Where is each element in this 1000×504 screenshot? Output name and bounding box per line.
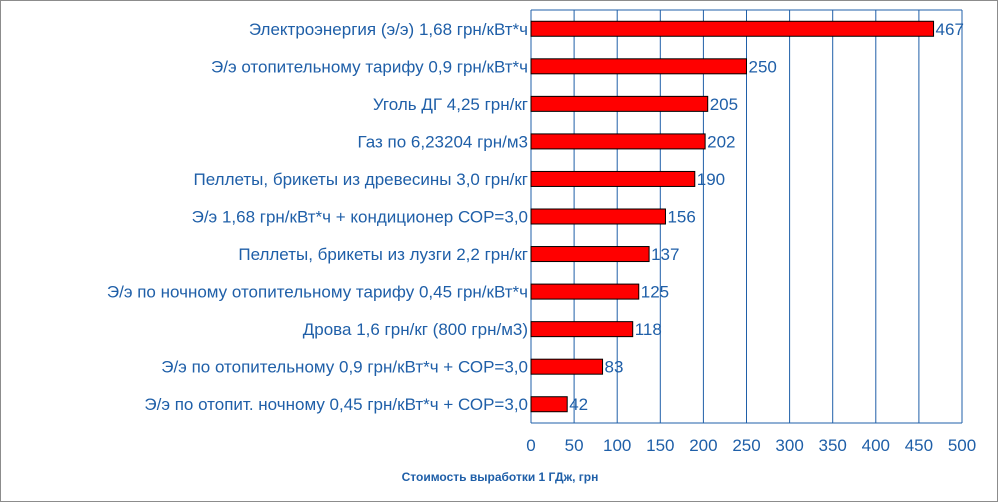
category-label: Э/э по ночному отопительному тарифу 0,45… (107, 283, 528, 302)
bar (530, 20, 935, 37)
x-tick-label: 100 (603, 436, 631, 455)
category-label: Э/э 1,68 грн/кВт*ч + кондиционер СОР=3,0 (192, 208, 528, 227)
category-label: Э/э отопительному тарифу 0,9 грн/кВт*ч (211, 57, 528, 76)
x-tick-label: 400 (862, 436, 890, 455)
value-label: 156 (667, 208, 695, 227)
category-label: Уголь ДГ 4,25 грн/кг (373, 95, 528, 114)
bar (530, 133, 706, 150)
value-label: 190 (697, 170, 725, 189)
bar (530, 95, 709, 112)
value-label: 250 (749, 57, 777, 76)
x-tick-label: 200 (689, 436, 717, 455)
value-label: 467 (936, 20, 964, 39)
category-label: Пеллеты, брикеты из древесины 3,0 грн/кг (194, 170, 528, 189)
value-label: 42 (569, 395, 588, 414)
x-tick-label: 150 (646, 436, 674, 455)
x-tick-label: 500 (948, 436, 976, 455)
x-tick-label: 0 (526, 436, 535, 455)
category-label: Э/э по отопительному 0,9 грн/кВт*ч + СОР… (161, 358, 528, 377)
bar (530, 58, 747, 75)
x-tick-label: 450 (905, 436, 933, 455)
value-label: 137 (651, 245, 679, 264)
value-label: 83 (605, 358, 624, 377)
x-tick-label: 50 (565, 436, 584, 455)
bar (530, 321, 634, 338)
x-axis-title: Стоимость выработки 1 ГДж, грн (402, 470, 599, 484)
bar (530, 208, 666, 225)
bar (530, 396, 568, 413)
category-label: Дрова 1,6 грн/кг (800 грн/м3) (303, 320, 528, 339)
category-label: Пеллеты, брикеты из лузги 2,2 грн/кг (238, 245, 528, 264)
bar (530, 283, 640, 300)
grid-lines (530, 9, 963, 424)
category-label: Газ по 6,23204 грн/м3 (358, 132, 529, 151)
value-label: 118 (635, 320, 662, 339)
value-label: 125 (641, 283, 669, 302)
x-tick-label: 350 (819, 436, 847, 455)
bar (530, 246, 650, 263)
value-label: 202 (707, 132, 735, 151)
bar (530, 358, 604, 375)
x-tick-label: 300 (775, 436, 803, 455)
value-label: 205 (710, 95, 738, 114)
category-label: Э/э по отопит. ночному 0,45 грн/кВт*ч + … (144, 395, 528, 414)
bar (530, 170, 696, 187)
bars (530, 20, 935, 413)
category-label: Электроэнергия (э/э) 1,68 грн/кВт*ч (249, 20, 528, 39)
x-tick-label: 250 (732, 436, 760, 455)
category-labels: Электроэнергия (э/э) 1,68 грн/кВт*ч Э/э о… (107, 20, 528, 414)
x-tick-labels: 0 50 100 150 200 250 300 350 400 450 500 (526, 436, 976, 455)
